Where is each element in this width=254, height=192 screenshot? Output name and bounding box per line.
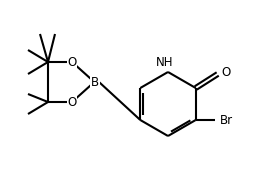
Text: O: O xyxy=(67,95,77,108)
Text: B: B xyxy=(91,75,99,89)
Text: O: O xyxy=(67,55,77,69)
Text: NH: NH xyxy=(156,55,174,69)
Text: Br: Br xyxy=(220,113,233,127)
Text: O: O xyxy=(221,65,230,79)
